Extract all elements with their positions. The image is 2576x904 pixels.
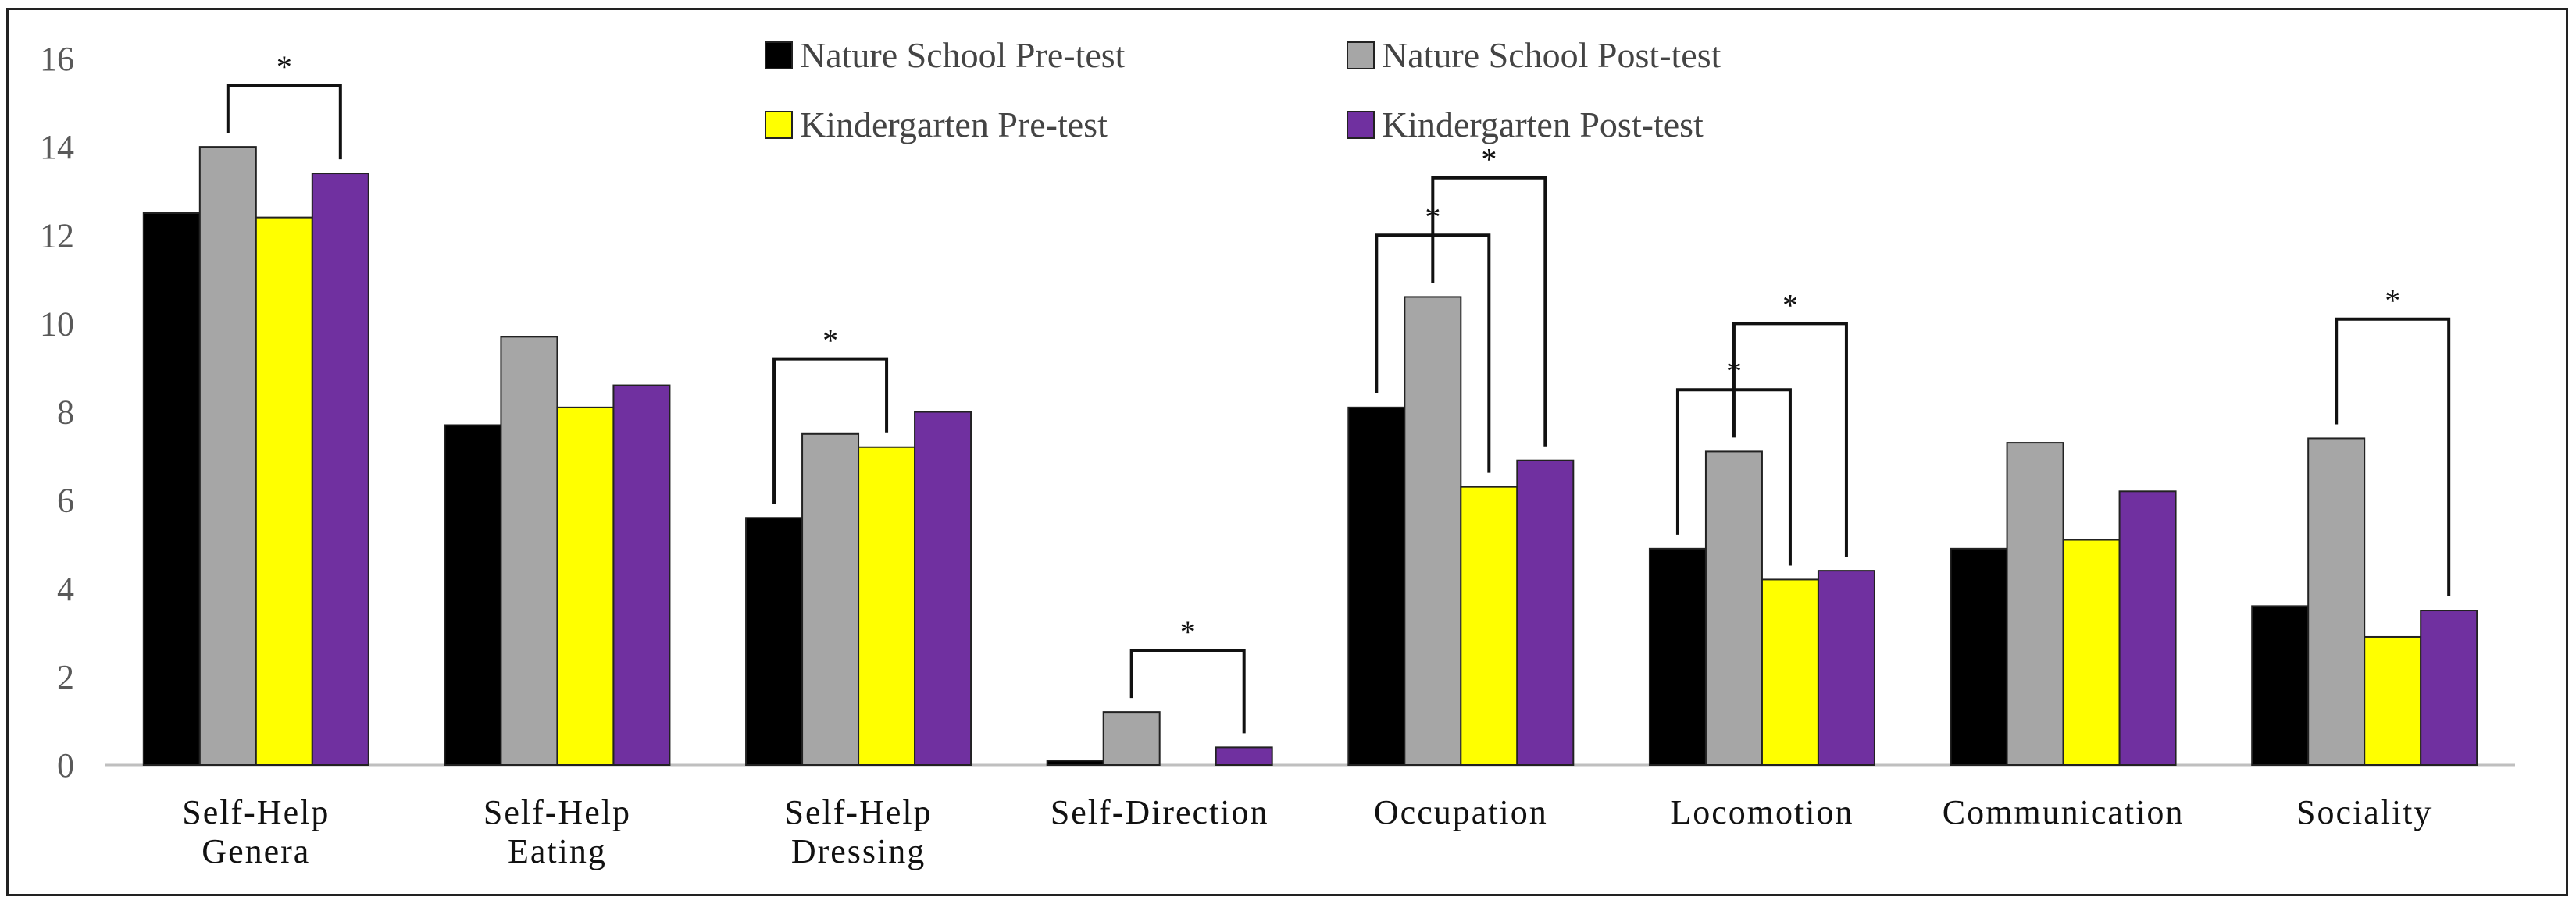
significance-star: * bbox=[1481, 142, 1497, 177]
bar bbox=[2307, 437, 2366, 766]
bar bbox=[2420, 610, 2478, 766]
significance-star: * bbox=[277, 49, 292, 84]
legend: Nature School Pre-test Nature School Post… bbox=[765, 35, 1721, 144]
bar bbox=[2364, 635, 2422, 766]
significance-brackets: ******* * bbox=[226, 49, 2451, 734]
bar bbox=[1046, 760, 1104, 766]
significance-star: * bbox=[2385, 283, 2400, 319]
bar bbox=[1817, 570, 1875, 766]
category-label: Self-Help bbox=[483, 793, 631, 831]
category-label: Eating bbox=[508, 832, 607, 870]
y-tick-label: 6 bbox=[57, 482, 74, 520]
y-tick-label: 16 bbox=[40, 40, 74, 78]
bars bbox=[142, 146, 2478, 766]
bar bbox=[612, 384, 671, 766]
significance-bracket bbox=[2335, 317, 2451, 597]
legend-swatch bbox=[1347, 111, 1375, 139]
category-label: Locomotion bbox=[1670, 793, 1854, 831]
category-label: Genera bbox=[202, 832, 310, 870]
bar bbox=[2062, 539, 2121, 766]
category-label: Self-Help bbox=[182, 793, 330, 831]
bar bbox=[2251, 605, 2310, 766]
bar bbox=[1404, 296, 1462, 766]
category-label: Self-Help bbox=[785, 793, 933, 831]
y-tick-label: 2 bbox=[57, 658, 74, 696]
bar bbox=[858, 446, 916, 766]
significance-bracket bbox=[226, 83, 342, 160]
category-label: Sociality bbox=[2296, 793, 2432, 831]
legend-label: Kindergarten Post-test bbox=[1382, 105, 1704, 144]
bar bbox=[255, 216, 313, 766]
bar bbox=[500, 336, 558, 766]
bar bbox=[1102, 711, 1161, 766]
category-label: Communication bbox=[1943, 793, 2185, 831]
bar bbox=[914, 411, 972, 766]
bar bbox=[1516, 459, 1575, 766]
significance-star: * bbox=[1180, 614, 1196, 650]
bar bbox=[2118, 490, 2177, 766]
bar bbox=[1704, 450, 1763, 766]
y-tick-label: 14 bbox=[40, 128, 74, 166]
significance-bracket bbox=[1732, 322, 1848, 557]
significance-bracket bbox=[772, 357, 889, 504]
bar bbox=[1761, 578, 1819, 766]
legend-label: Kindergarten Pre-test bbox=[800, 105, 1108, 144]
significance-star: * bbox=[1782, 287, 1798, 322]
legend-swatch bbox=[765, 41, 793, 69]
legend-swatch bbox=[1347, 41, 1375, 69]
bar bbox=[1460, 486, 1518, 766]
y-tick-label: 12 bbox=[40, 216, 74, 254]
y-tick-label: 8 bbox=[57, 393, 74, 432]
legend-swatch bbox=[765, 111, 793, 139]
category-label: Occupation bbox=[1374, 793, 1548, 831]
bar bbox=[1648, 547, 1707, 766]
bar bbox=[801, 432, 860, 766]
category-label: Dressing bbox=[791, 832, 926, 870]
bar bbox=[444, 424, 502, 766]
category-label: Self-Direction bbox=[1051, 793, 1269, 831]
category-labels: Self-HelpGeneraSelf-HelpEatingSelf-HelpD… bbox=[182, 793, 2432, 870]
significance-bracket bbox=[1129, 648, 1246, 734]
y-tick-label: 4 bbox=[57, 570, 74, 608]
bar bbox=[2006, 442, 2064, 766]
significance-bracket bbox=[1431, 176, 1547, 447]
y-tick-label: 10 bbox=[40, 304, 74, 343]
bar bbox=[745, 517, 804, 766]
legend-label: Nature School Pre-test bbox=[800, 35, 1126, 75]
bar bbox=[142, 212, 201, 766]
bar bbox=[198, 146, 257, 766]
y-tick-label: 0 bbox=[57, 746, 74, 785]
legend-label: Nature School Post-test bbox=[1382, 35, 1721, 75]
bar bbox=[311, 173, 369, 766]
significance-star: * bbox=[822, 323, 838, 358]
bar bbox=[1347, 406, 1406, 766]
bar bbox=[1215, 746, 1273, 766]
bar bbox=[556, 406, 615, 766]
bar bbox=[1950, 547, 2008, 766]
